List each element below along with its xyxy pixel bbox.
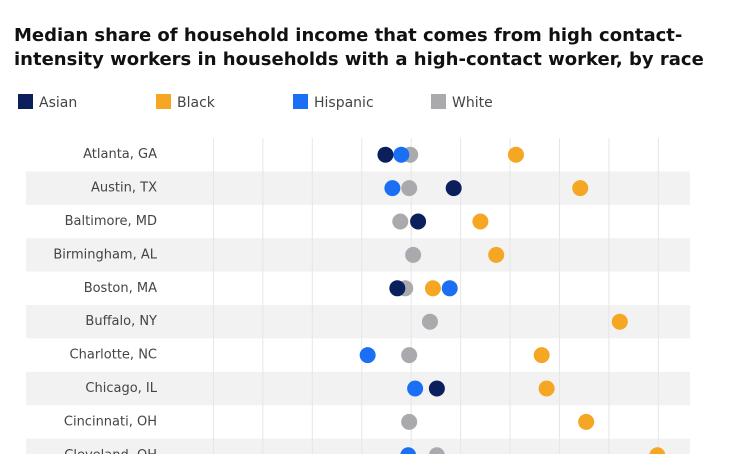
- dot: [421, 313, 438, 330]
- dot: [401, 180, 418, 197]
- row-band: [26, 438, 690, 454]
- y-tick-label: Austin, TX: [91, 181, 157, 196]
- dot: [401, 347, 418, 364]
- dot: [407, 380, 424, 397]
- y-tick-label: Boston, MA: [84, 281, 157, 296]
- dot: [507, 146, 524, 163]
- legend-swatch: [293, 94, 308, 109]
- row-band: [26, 238, 690, 272]
- row-band: [26, 305, 690, 339]
- y-tick-label: Birmingham, AL: [53, 247, 157, 262]
- dot: [649, 447, 666, 454]
- dot: [405, 246, 422, 263]
- y-tick-label: Cincinnati, OH: [64, 414, 157, 429]
- legend-label: Black: [177, 95, 216, 111]
- dot: [389, 280, 406, 297]
- legend-swatch: [431, 94, 446, 109]
- y-tick-label: Chicago, IL: [85, 381, 157, 396]
- legend-label: Asian: [39, 95, 77, 111]
- dot: [441, 280, 458, 297]
- y-tick-label: Atlanta, GA: [83, 147, 157, 162]
- dot: [428, 380, 445, 397]
- row-band: [26, 371, 690, 406]
- dot: [578, 413, 595, 430]
- dot: [538, 380, 555, 397]
- dot: [428, 447, 445, 454]
- y-tick-label: Cleveland, OH: [64, 448, 157, 454]
- y-tick-label: Baltimore, MD: [65, 214, 157, 229]
- chart-title: Median share of household income that co…: [14, 25, 704, 70]
- dot: [472, 213, 489, 230]
- y-tick-label: Buffalo, NY: [85, 314, 157, 329]
- dot: [488, 246, 505, 263]
- dot: [393, 146, 410, 163]
- dot: [424, 280, 441, 297]
- dot: [611, 313, 628, 330]
- legend-swatch: [18, 94, 33, 109]
- dot: [572, 180, 589, 197]
- legend-swatch: [156, 94, 171, 109]
- dot: [392, 213, 409, 230]
- y-tick-label: Charlotte, NC: [70, 348, 157, 363]
- dot: [384, 180, 401, 197]
- dot: [533, 347, 550, 364]
- dot: [445, 180, 462, 197]
- dot: [400, 447, 417, 454]
- dot: [377, 146, 394, 163]
- legend-label: Hispanic: [314, 95, 374, 111]
- dot: [410, 213, 427, 230]
- dot: [401, 413, 418, 430]
- dot: [359, 347, 376, 364]
- legend-label: White: [452, 95, 493, 111]
